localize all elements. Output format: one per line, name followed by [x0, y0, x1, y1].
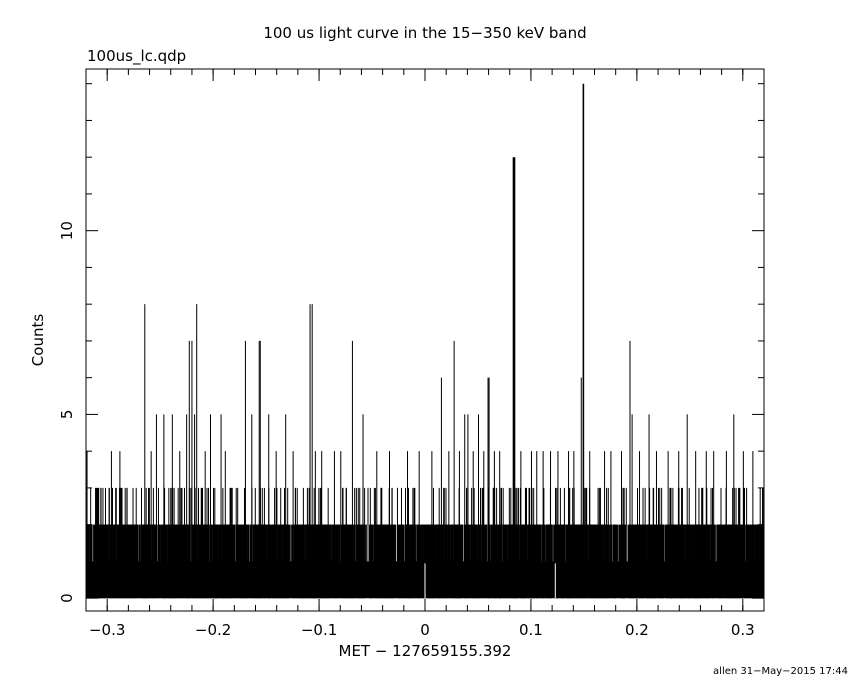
x-tick-label: 0.2: [625, 621, 649, 639]
chart-title: 100 us light curve in the 15−350 keV ban…: [263, 24, 586, 42]
x-tick-label: −0.1: [301, 621, 337, 639]
y-axis-ticks: 0 5 10: [58, 83, 764, 603]
x-tick-label: 0.3: [731, 621, 755, 639]
bars-group: [85, 83, 765, 599]
x-tick-label: −0.3: [89, 621, 125, 639]
x-axis-ticks: −0.3 −0.2 −0.1 0 0.1 0.2 0.3: [85, 69, 765, 639]
chart-subtitle: 100us_lc.qdp: [87, 47, 186, 66]
x-tick-label: 0: [420, 621, 430, 639]
y-tick-label: 0: [58, 593, 76, 603]
y-axis-label: Counts: [29, 314, 47, 367]
y-tick-label: 10: [58, 221, 76, 240]
footer-credit: allen 31−May−2015 17:44: [713, 666, 848, 677]
x-tick-label: −0.2: [195, 621, 231, 639]
y-tick-label: 5: [58, 410, 76, 420]
x-tick-label: 0.1: [519, 621, 543, 639]
x-axis-label: MET − 127659155.392: [339, 642, 512, 660]
plot-frame: [85, 68, 765, 612]
